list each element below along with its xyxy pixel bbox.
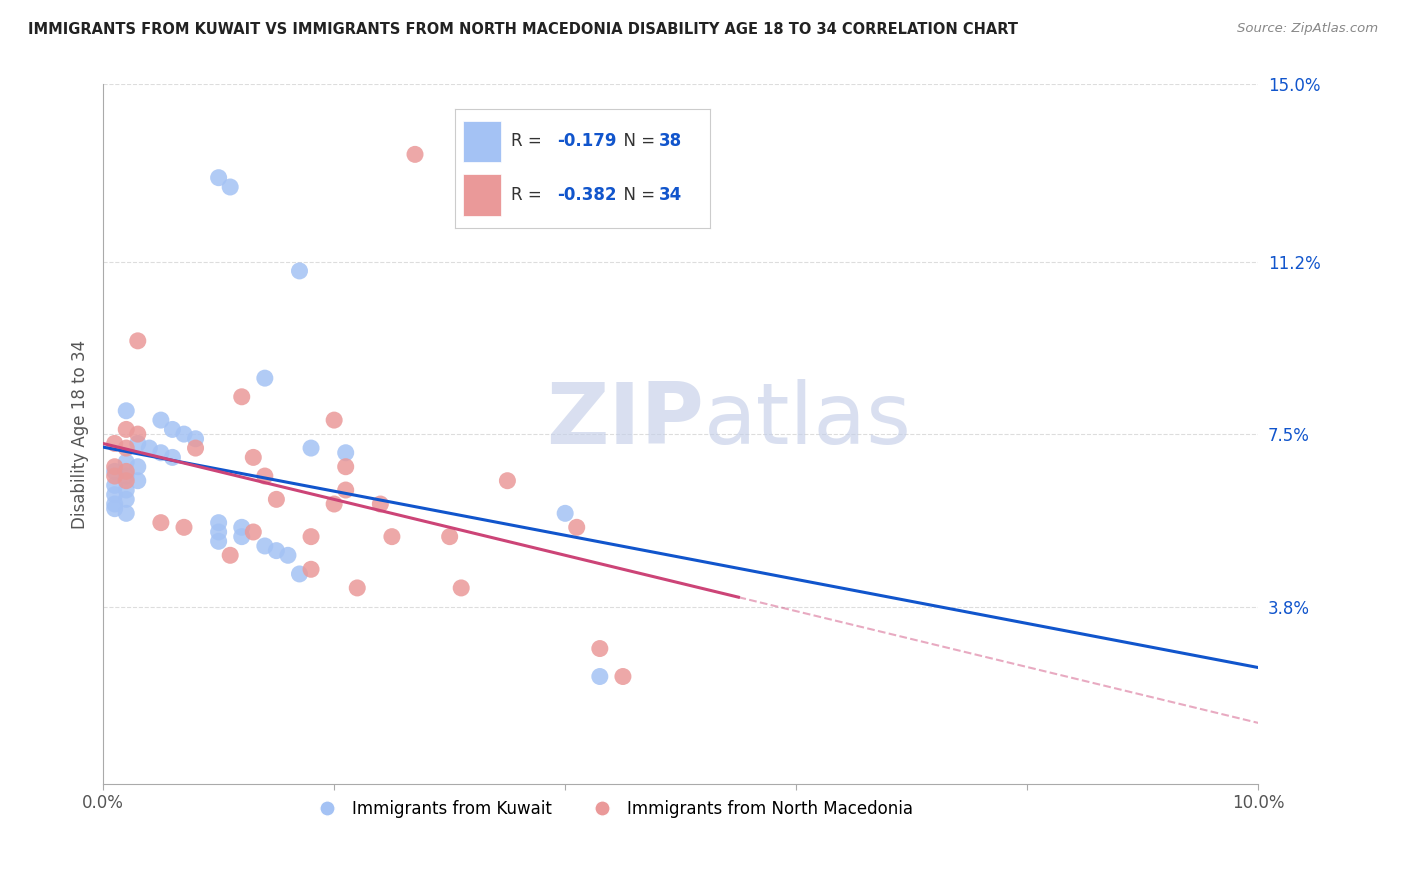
Point bbox=[127, 334, 149, 348]
Point bbox=[346, 581, 368, 595]
Point bbox=[335, 483, 357, 497]
Point bbox=[208, 534, 231, 549]
Point bbox=[149, 516, 172, 530]
Point bbox=[115, 506, 138, 520]
Point bbox=[115, 422, 138, 436]
Point bbox=[115, 441, 138, 455]
Point bbox=[288, 566, 311, 581]
Point bbox=[162, 422, 184, 436]
Point bbox=[127, 459, 149, 474]
Point bbox=[266, 492, 288, 507]
Point bbox=[242, 524, 264, 539]
Point bbox=[450, 581, 472, 595]
Point bbox=[231, 530, 253, 544]
Point bbox=[219, 180, 242, 194]
Point bbox=[589, 641, 612, 656]
Text: ZIP: ZIP bbox=[546, 378, 704, 461]
Point bbox=[335, 446, 357, 460]
Point bbox=[219, 549, 242, 563]
Point bbox=[127, 474, 149, 488]
Point bbox=[115, 483, 138, 497]
Point bbox=[149, 446, 172, 460]
Point bbox=[381, 530, 404, 544]
Point bbox=[138, 441, 160, 455]
Point bbox=[127, 436, 149, 450]
Point bbox=[299, 530, 322, 544]
Point bbox=[404, 147, 426, 161]
Point bbox=[208, 170, 231, 185]
Point bbox=[323, 497, 346, 511]
Point bbox=[370, 497, 392, 511]
Point bbox=[104, 464, 127, 478]
Point bbox=[612, 669, 634, 683]
Point bbox=[299, 441, 322, 455]
Point bbox=[589, 669, 612, 683]
Point bbox=[266, 543, 288, 558]
Point bbox=[253, 371, 276, 385]
Point bbox=[115, 404, 138, 418]
Point bbox=[184, 441, 207, 455]
Point bbox=[242, 450, 264, 465]
Point bbox=[104, 436, 127, 450]
Point bbox=[253, 469, 276, 483]
Point bbox=[565, 520, 588, 534]
Point bbox=[554, 506, 576, 520]
Y-axis label: Disability Age 18 to 34: Disability Age 18 to 34 bbox=[72, 340, 89, 529]
Point bbox=[104, 478, 127, 492]
Point bbox=[149, 413, 172, 427]
Point bbox=[231, 390, 253, 404]
Legend: Immigrants from Kuwait, Immigrants from North Macedonia: Immigrants from Kuwait, Immigrants from … bbox=[304, 793, 920, 824]
Point bbox=[127, 427, 149, 442]
Point bbox=[115, 464, 138, 478]
Point bbox=[184, 432, 207, 446]
Point bbox=[104, 488, 127, 502]
Text: Source: ZipAtlas.com: Source: ZipAtlas.com bbox=[1237, 22, 1378, 36]
Point bbox=[323, 413, 346, 427]
Point bbox=[104, 459, 127, 474]
Point bbox=[288, 264, 311, 278]
Point bbox=[115, 455, 138, 469]
Point bbox=[173, 520, 195, 534]
Text: atlas: atlas bbox=[704, 378, 911, 461]
Point bbox=[115, 474, 138, 488]
Point bbox=[115, 492, 138, 507]
Point bbox=[496, 474, 519, 488]
Point bbox=[231, 520, 253, 534]
Point bbox=[208, 516, 231, 530]
Point bbox=[162, 450, 184, 465]
Point bbox=[277, 549, 299, 563]
Point bbox=[335, 459, 357, 474]
Point bbox=[439, 530, 461, 544]
Point bbox=[104, 497, 127, 511]
Point bbox=[253, 539, 276, 553]
Point bbox=[208, 524, 231, 539]
Point bbox=[173, 427, 195, 442]
Point bbox=[104, 469, 127, 483]
Text: IMMIGRANTS FROM KUWAIT VS IMMIGRANTS FROM NORTH MACEDONIA DISABILITY AGE 18 TO 3: IMMIGRANTS FROM KUWAIT VS IMMIGRANTS FRO… bbox=[28, 22, 1018, 37]
Point bbox=[115, 469, 138, 483]
Point bbox=[104, 501, 127, 516]
Point bbox=[299, 562, 322, 576]
